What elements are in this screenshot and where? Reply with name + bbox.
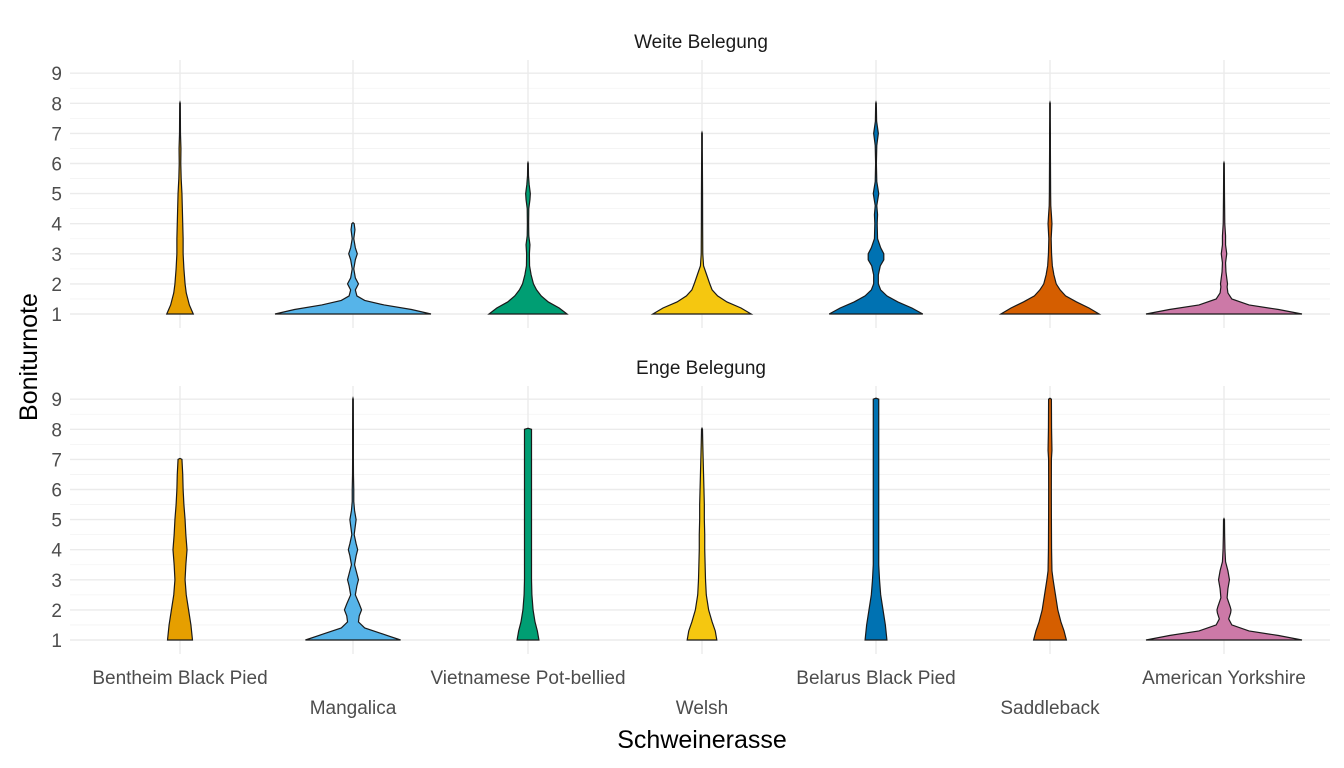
violin-weite-1 xyxy=(274,221,432,315)
y-tick-label: 8 xyxy=(51,420,62,441)
y-tick-label: 4 xyxy=(51,215,62,236)
violin-weite-3 xyxy=(650,130,754,315)
y-tick-label: 9 xyxy=(51,390,62,411)
x-tick-label: American Yorkshire xyxy=(1142,668,1306,689)
violin-weite-2 xyxy=(487,160,569,315)
violin-weite-6 xyxy=(1145,160,1303,315)
violin-enge-4 xyxy=(864,397,888,641)
y-tick-label: 1 xyxy=(51,631,62,652)
panel-title-top: Weite Belegung xyxy=(634,32,768,53)
y-axis-title: Boniturnote xyxy=(15,293,43,421)
violin-weite-5 xyxy=(998,100,1102,315)
violin-enge-6 xyxy=(1145,517,1303,641)
x-tick-label: Vietnamese Pot-bellied xyxy=(430,668,625,689)
x-tick-label: Saddleback xyxy=(1000,698,1100,719)
panel-title-bottom: Enge Belegung xyxy=(636,358,766,379)
y-tick-label: 8 xyxy=(51,94,62,115)
violin-weite-4 xyxy=(828,100,924,315)
y-tick-label: 2 xyxy=(51,601,62,622)
x-tick-label: Mangalica xyxy=(310,698,397,719)
violin-enge-0 xyxy=(166,457,194,641)
y-tick-label: 5 xyxy=(51,511,62,532)
violin-layer xyxy=(165,100,1303,641)
y-tick-label: 9 xyxy=(51,64,62,85)
x-tick-label: Welsh xyxy=(676,698,728,719)
x-axis-title: Schweinerasse xyxy=(617,726,787,754)
y-tick-label: 2 xyxy=(51,275,62,296)
y-tick-label: 4 xyxy=(51,541,62,562)
x-tick-label: Belarus Black Pied xyxy=(796,668,955,689)
y-tick-label: 3 xyxy=(51,571,62,592)
y-tick-label: 6 xyxy=(51,481,62,502)
text-layer: Weite Belegung Enge Belegung Schweineras… xyxy=(15,32,1306,754)
y-tick-label: 3 xyxy=(51,245,62,266)
x-tick-label: Bentheim Black Pied xyxy=(92,668,267,689)
violin-enge-2 xyxy=(516,427,540,641)
y-tick-label: 5 xyxy=(51,185,62,206)
y-tick-label: 7 xyxy=(51,124,62,145)
violin-weite-0 xyxy=(165,100,195,315)
violin-enge-1 xyxy=(305,396,401,641)
y-tick-label: 7 xyxy=(51,450,62,471)
y-tick-label: 1 xyxy=(51,305,62,326)
violin-enge-3 xyxy=(686,426,718,641)
y-tick-label: 6 xyxy=(51,155,62,176)
violin-enge-5 xyxy=(1032,397,1068,641)
